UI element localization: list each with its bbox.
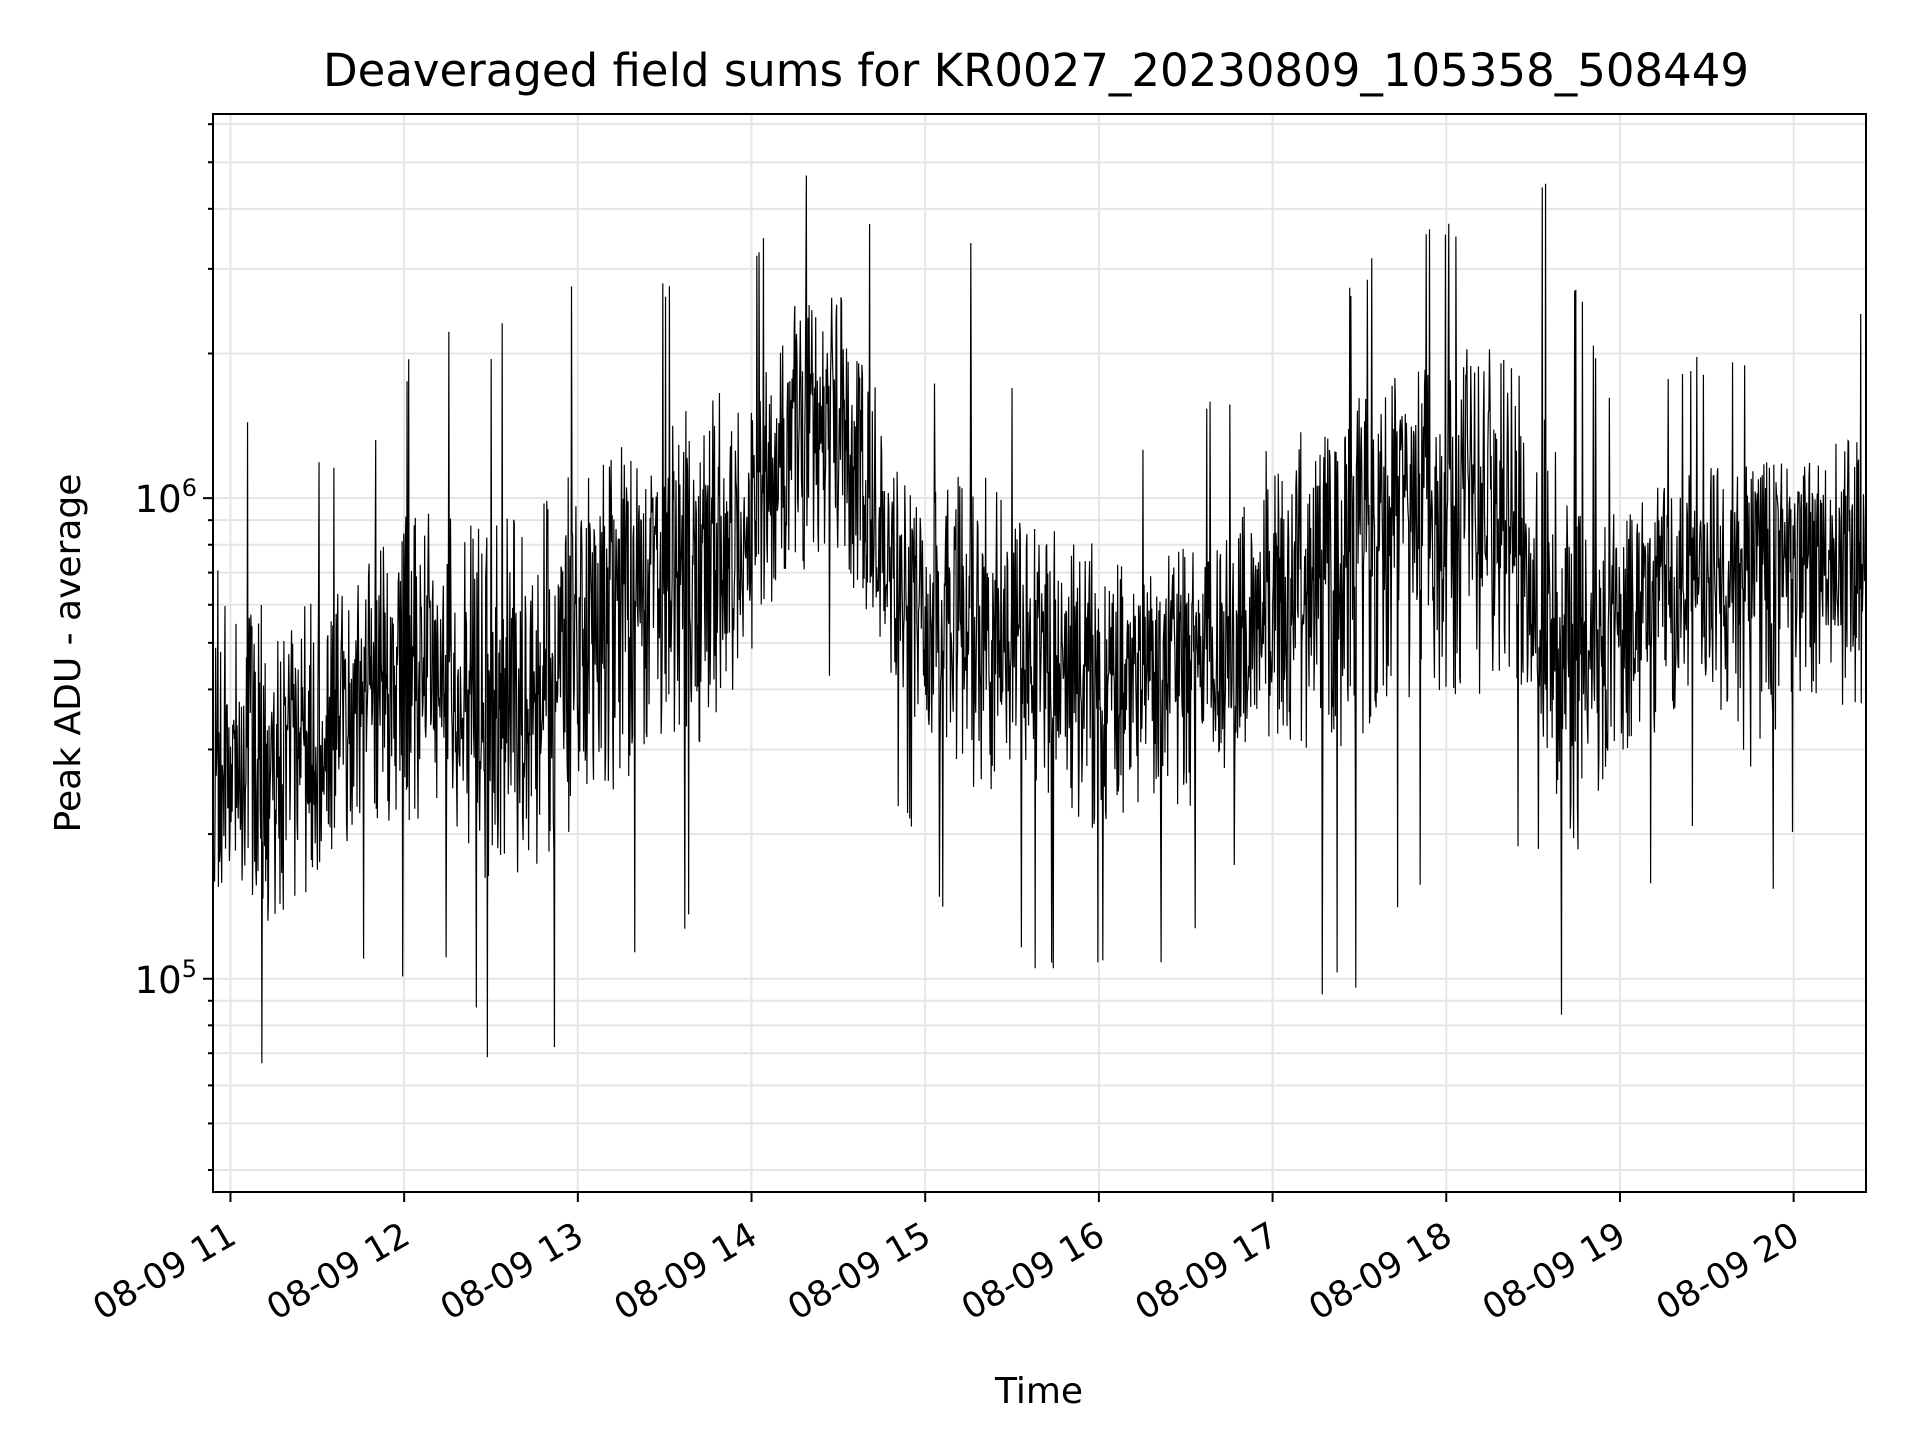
y-tick-base: 10 (135, 478, 182, 521)
series-line (213, 175, 1866, 1064)
y-tick-exponent: 5 (182, 955, 197, 983)
y-tick-label: 105 (135, 955, 197, 1002)
y-axis-label: Peak ADU - average (48, 474, 89, 833)
y-tick-base: 10 (135, 959, 182, 1002)
y-tick-exponent: 6 (182, 474, 197, 502)
x-axis-label: Time (994, 1371, 1083, 1412)
y-tick-label: 106 (135, 474, 197, 521)
plot-frame (212, 113, 1867, 1193)
data-series (213, 175, 1866, 1064)
chart-title: Deaveraged field sums for KR0027_2023080… (323, 44, 1749, 97)
